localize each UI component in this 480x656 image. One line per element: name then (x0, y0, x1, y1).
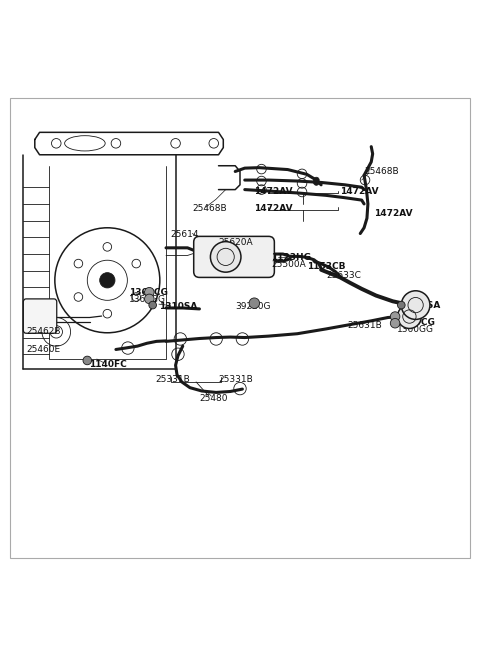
Text: 25468B: 25468B (192, 204, 227, 213)
Text: 25468B: 25468B (364, 167, 399, 176)
Text: 25460E: 25460E (26, 345, 60, 354)
Text: 25500A: 25500A (271, 260, 306, 269)
Text: 1153CB: 1153CB (307, 262, 345, 272)
Text: 1360CG: 1360CG (396, 318, 435, 327)
Circle shape (313, 177, 319, 183)
Text: 25462B: 25462B (26, 327, 60, 337)
Text: 1472AV: 1472AV (254, 204, 293, 213)
Text: 25620A: 25620A (218, 237, 253, 247)
Text: 1360GG: 1360GG (129, 295, 166, 304)
Text: 1360CG: 1360CG (129, 288, 168, 297)
Text: 25614: 25614 (171, 230, 199, 239)
FancyBboxPatch shape (24, 299, 57, 333)
Text: 25331B: 25331B (155, 375, 190, 384)
Text: 1472AV: 1472AV (254, 188, 293, 197)
Text: 25631B: 25631B (348, 321, 383, 329)
FancyBboxPatch shape (194, 236, 275, 277)
Circle shape (401, 291, 430, 319)
Text: 25480: 25480 (199, 394, 228, 403)
Text: 1472AV: 1472AV (373, 209, 412, 218)
Text: 1123HG: 1123HG (271, 253, 311, 262)
Circle shape (144, 294, 154, 304)
Circle shape (149, 301, 156, 309)
Circle shape (249, 298, 260, 308)
Text: 1140FC: 1140FC (89, 359, 126, 369)
Text: 25331B: 25331B (218, 375, 253, 384)
Circle shape (210, 241, 241, 272)
Circle shape (390, 312, 400, 321)
Circle shape (144, 287, 154, 297)
Text: 1472AV: 1472AV (340, 188, 379, 197)
Text: 1310SA: 1310SA (159, 302, 197, 311)
Text: 1360GG: 1360GG (396, 325, 433, 334)
Circle shape (313, 180, 319, 185)
Circle shape (100, 273, 115, 288)
Text: 39220G: 39220G (235, 302, 271, 311)
Circle shape (83, 356, 92, 365)
Circle shape (390, 318, 400, 328)
Text: 1310SA: 1310SA (402, 300, 441, 310)
Circle shape (397, 304, 421, 329)
Text: 25633C: 25633C (326, 271, 361, 280)
Circle shape (397, 301, 405, 309)
